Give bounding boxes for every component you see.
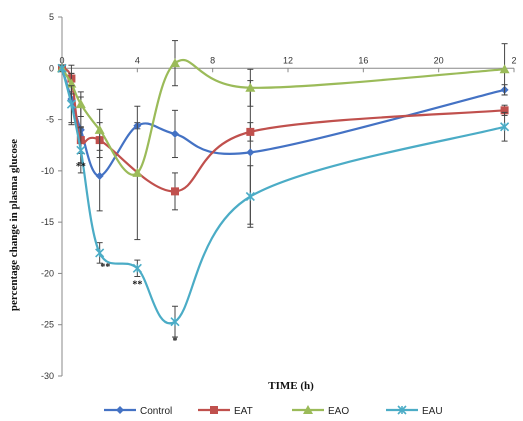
y-tick-label: 5 [49, 12, 54, 22]
significance-marker: ** [132, 280, 142, 291]
data-point-eao [245, 82, 256, 92]
data-point-eat [246, 127, 255, 136]
data-point-control [246, 148, 255, 157]
x-tick-label: 0 [59, 55, 64, 65]
legend-label: Control [140, 406, 172, 417]
data-point-control [171, 129, 179, 138]
y-tick-label: 0 [49, 63, 54, 73]
y-tick-label: -15 [41, 217, 54, 227]
series-control [58, 64, 509, 225]
legend-item-control: Control [104, 406, 172, 417]
data-point-eau [76, 145, 86, 155]
data-point-eau [170, 317, 180, 327]
series-line-eao [61, 58, 505, 176]
y-tick-label: -25 [41, 320, 54, 330]
chart-series [57, 40, 510, 338]
data-point-eau [245, 191, 255, 202]
legend-item-eao: EAO [292, 405, 349, 417]
data-point-eau [57, 63, 67, 73]
chart-axes: 5 0 -5 -10 -15 -20 -25 -30 0 4 8 12 16 20 2 [41, 12, 517, 381]
data-point-control [95, 171, 104, 180]
x-tick-label: 16 [358, 55, 368, 65]
significance-marker: ** [76, 162, 86, 173]
series-line-control [60, 67, 505, 178]
data-point-eat [171, 187, 179, 196]
legend-label: EAO [328, 406, 349, 417]
data-point-eau [95, 248, 105, 258]
legend-swatch-marker [397, 405, 407, 415]
data-point-eao [75, 99, 86, 109]
series-eau [57, 63, 510, 338]
chart-legend: Control EAT EAO EAU [104, 405, 443, 417]
chart-annotations: ******* [76, 162, 178, 347]
data-point-eau [132, 263, 142, 273]
legend-item-eat: EAT [198, 406, 253, 417]
legend-label: EAU [422, 406, 443, 417]
data-point-eau [500, 122, 510, 132]
x-tick-label: 12 [283, 55, 293, 65]
y-tick-label: -20 [41, 268, 54, 278]
legend-swatch-marker [303, 405, 313, 414]
data-point-eao [132, 167, 143, 177]
data-point-eao [94, 124, 105, 134]
series-eao [57, 40, 510, 241]
legend-swatch-marker [116, 406, 124, 414]
y-tick-label: -30 [41, 371, 54, 381]
x-axis-title: TIME (h) [268, 380, 314, 392]
x-tick-label: 20 [434, 55, 444, 65]
y-tick-label: -10 [41, 166, 54, 176]
data-point-eao [170, 58, 180, 68]
data-point-eao [499, 64, 510, 74]
x-tick-label: 4 [135, 55, 140, 65]
y-tick-label: -5 [46, 115, 54, 125]
significance-marker: ** [100, 262, 110, 273]
x-tick-label: 2 [511, 55, 516, 65]
legend-item-eau: EAU [386, 405, 443, 417]
data-point-eau [66, 99, 76, 109]
significance-marker: * [173, 336, 178, 347]
x-tick-label: 8 [210, 55, 215, 65]
legend-swatch-marker [210, 406, 218, 414]
legend-label: EAT [234, 406, 253, 417]
data-point-eat [500, 106, 509, 115]
y-axis-title: percentage change in plasma glucose [8, 139, 20, 311]
